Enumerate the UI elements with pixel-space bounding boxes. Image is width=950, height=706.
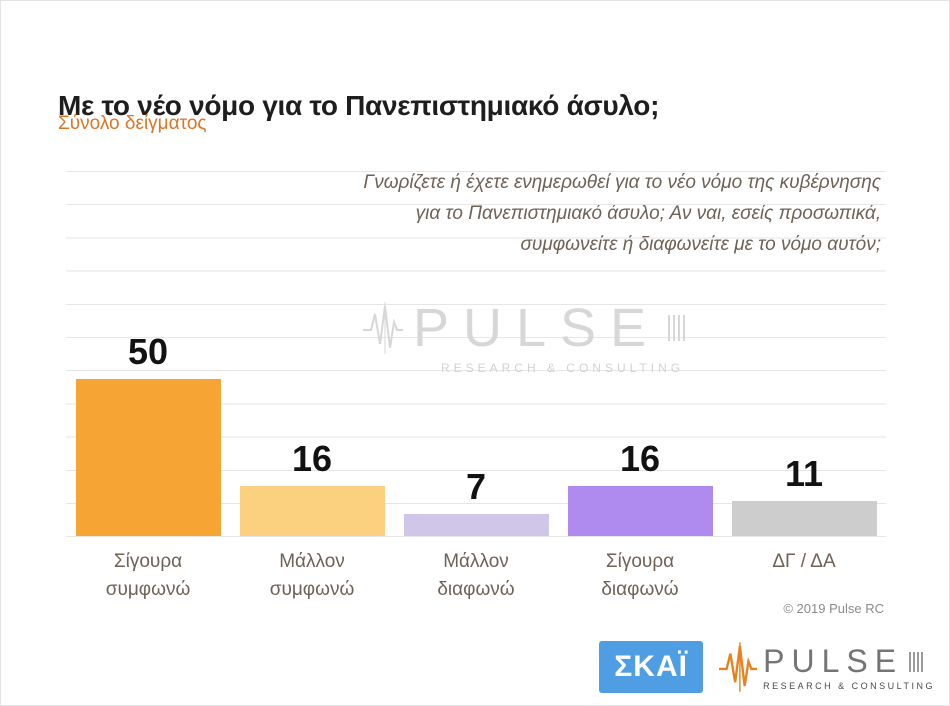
bar: [567, 485, 713, 536]
bar-column: 16: [230, 317, 394, 536]
bar-chart: 50 16 7 16 11: [66, 317, 886, 536]
bar-column: 7: [394, 317, 558, 536]
pulse-waveform-icon: [719, 642, 758, 692]
footer-logos: ΣΚΑΪ PULSE RESEARCH & CONSULTING: [599, 639, 937, 695]
bar-column: 16: [558, 317, 722, 536]
category-label: Μάλλον διαφωνώ: [437, 551, 515, 600]
bar: [731, 501, 877, 536]
category-labels-row: Σίγουρα συμφωνώ Μάλλον συμφωνώ Μάλλον διαφ…: [66, 548, 886, 604]
category-label: ΔΓ / ΔΑ: [772, 551, 836, 572]
page-title: Με το νέο νόμο για το Πανεπιστημιακό άσυ…: [58, 89, 660, 121]
bar-value-label: 11: [784, 453, 824, 495]
watermark-brand-text: PULSE: [413, 298, 661, 358]
bar-value-label: 7: [465, 465, 487, 507]
bar: [403, 513, 549, 536]
category-label: Σίγουρα διαφωνώ: [601, 551, 679, 600]
bar-value-label: 16: [619, 437, 661, 479]
bar-value-label: 50: [127, 330, 169, 372]
barcode-decoration: [909, 651, 926, 672]
bar-column: 50: [66, 317, 230, 536]
category-label: Σίγουρα συμφωνώ: [105, 551, 191, 600]
bar-column: 11: [722, 317, 886, 536]
pulse-logo-tagline: RESEARCH & CONSULTING: [763, 681, 935, 691]
copyright: © 2019 Pulse RC: [783, 601, 884, 616]
pulse-waveform-icon: [363, 302, 403, 354]
bar-value-label: 16: [291, 437, 333, 479]
sample-subtitle: Σύνολο δείγματος: [58, 113, 207, 134]
barcode-decoration: [668, 315, 689, 341]
bar: [239, 485, 385, 536]
bar: [75, 378, 221, 536]
pulse-logo-brand-text: PULSE: [763, 643, 904, 679]
skai-logo: ΣΚΑΪ: [599, 641, 704, 693]
category-label: Μάλλον συμφωνώ: [269, 551, 355, 600]
watermark-tagline: RESEARCH & CONSULTING: [440, 361, 685, 375]
pulse-watermark: PULSE RESEARCH & CONSULTING: [361, 297, 689, 375]
pulse-logo: PULSE RESEARCH & CONSULTING: [719, 639, 937, 695]
